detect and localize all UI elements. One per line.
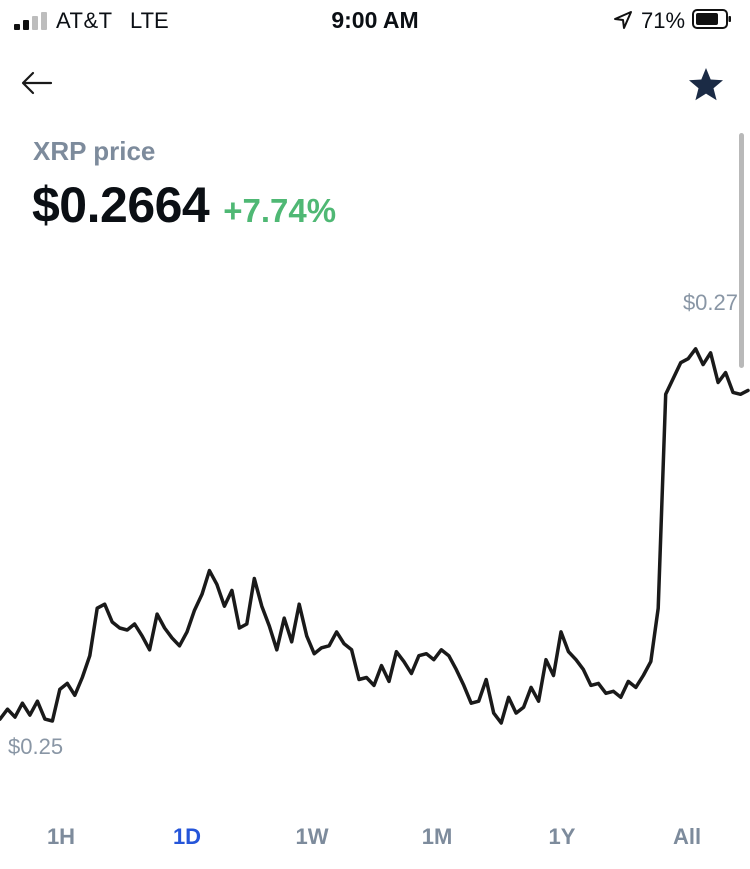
signal-icon — [14, 10, 50, 30]
price-change-percent: +7.74% — [223, 192, 337, 229]
network-type: LTE — [130, 8, 169, 33]
chart-high-label: $0.27 — [682, 290, 738, 315]
tab-all[interactable]: All — [672, 824, 702, 849]
status-time: 9:00 AM — [331, 7, 419, 33]
price-row: $0.2664 +7.74% — [32, 176, 336, 234]
tab-1d[interactable]: 1D — [172, 824, 202, 849]
carrier-name: AT&T — [56, 8, 113, 33]
range-tabs: 1H 1D 1W 1M 1Y All — [0, 824, 750, 858]
tab-1w[interactable]: 1W — [295, 824, 329, 849]
scroll-indicator — [739, 133, 744, 368]
back-button[interactable] — [18, 64, 62, 104]
tab-1h[interactable]: 1H — [46, 824, 76, 849]
location-arrow-icon — [614, 11, 632, 29]
favorite-button[interactable] — [684, 64, 728, 106]
battery-icon — [692, 9, 731, 29]
tab-1m[interactable]: 1M — [421, 824, 453, 849]
battery-percent: 71% — [641, 8, 686, 33]
price-line — [0, 347, 750, 725]
arrow-left-icon — [21, 71, 53, 95]
status-bar: AT&T LTE 9:00 AM 71% — [0, 0, 750, 42]
chart-low-label: $0.25 — [8, 734, 64, 759]
price-chart[interactable] — [0, 250, 750, 790]
tab-1y[interactable]: 1Y — [548, 824, 576, 849]
star-icon — [689, 68, 723, 101]
asset-price-label: XRP price — [33, 136, 156, 166]
current-price: $0.2664 — [32, 177, 210, 233]
price-chart-svg — [0, 347, 750, 725]
